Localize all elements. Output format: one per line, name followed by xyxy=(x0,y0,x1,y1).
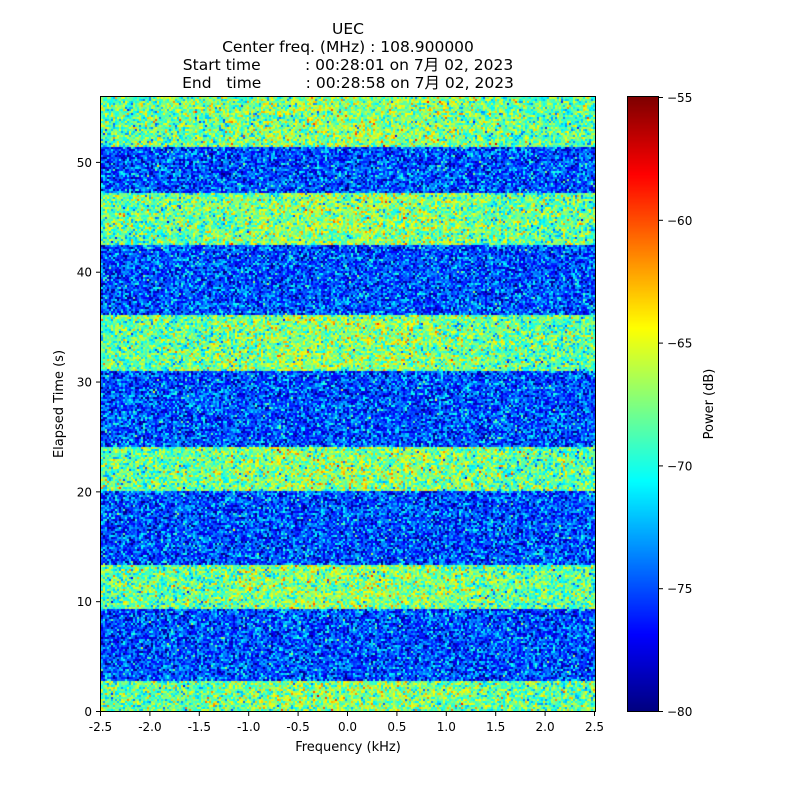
x-tick-label: -1.0 xyxy=(237,720,260,734)
y-axis-label: Elapsed Time (s) xyxy=(52,350,67,458)
colorbar-tick-label: −80 xyxy=(667,705,692,719)
x-axis-ticks: -2.5 -2.0 -1.5 -1.0 -0.5 0.0 0.5 1.0 1.5 2.0 2.5 xyxy=(89,711,604,734)
colorbar-tick-label: −65 xyxy=(667,337,692,351)
x-tick-label: 1.0 xyxy=(437,720,456,734)
colorbar-gradient xyxy=(628,97,659,712)
x-tick-label: 2.5 xyxy=(585,720,604,734)
y-tick-label: 40 xyxy=(77,266,92,280)
y-tick-label: 0 xyxy=(84,705,92,719)
colorbar-tick-label: −70 xyxy=(667,459,692,473)
x-tick-label: 2.0 xyxy=(536,720,555,734)
spectrogram-heatmap xyxy=(101,97,596,712)
y-tick-label: 30 xyxy=(77,376,92,390)
title-line-start-time: Start time : 00:28:01 on 7月 02, 2023 xyxy=(182,56,514,74)
colorbar-tick-label: −75 xyxy=(667,582,692,596)
y-tick-label: 20 xyxy=(77,485,92,499)
x-tick-label: -2.5 xyxy=(89,720,112,734)
x-tick-label: -0.5 xyxy=(286,720,309,734)
chart-title: UEC Center freq. (MHz) : 108.900000 Star… xyxy=(0,20,696,92)
colorbar-frame xyxy=(627,96,659,712)
title-line-center-freq: Center freq. (MHz) : 108.900000 xyxy=(222,38,474,56)
colorbar-tick-label: −55 xyxy=(667,91,692,105)
x-tick-label: -1.5 xyxy=(188,720,211,734)
x-tick-label: 0.0 xyxy=(338,720,357,734)
x-tick-label: -2.0 xyxy=(138,720,161,734)
colorbar-ticks: −80 −75 −70 −65 −60 −55 xyxy=(658,91,692,719)
colorbar-label: Power (dB) xyxy=(702,369,717,440)
x-tick-label: 0.5 xyxy=(387,720,406,734)
y-tick-label: 50 xyxy=(77,156,92,170)
plot-frame xyxy=(100,96,596,712)
title-line-station: UEC xyxy=(332,20,364,38)
y-axis-ticks: 0 10 20 30 40 50 xyxy=(77,156,101,719)
x-axis-label: Frequency (kHz) xyxy=(295,740,401,755)
y-tick-label: 10 xyxy=(77,595,92,609)
colorbar-tick-label: −60 xyxy=(667,214,692,228)
title-line-end-time: End time : 00:28:58 on 7月 02, 2023 xyxy=(182,74,514,92)
x-tick-label: 1.5 xyxy=(486,720,505,734)
